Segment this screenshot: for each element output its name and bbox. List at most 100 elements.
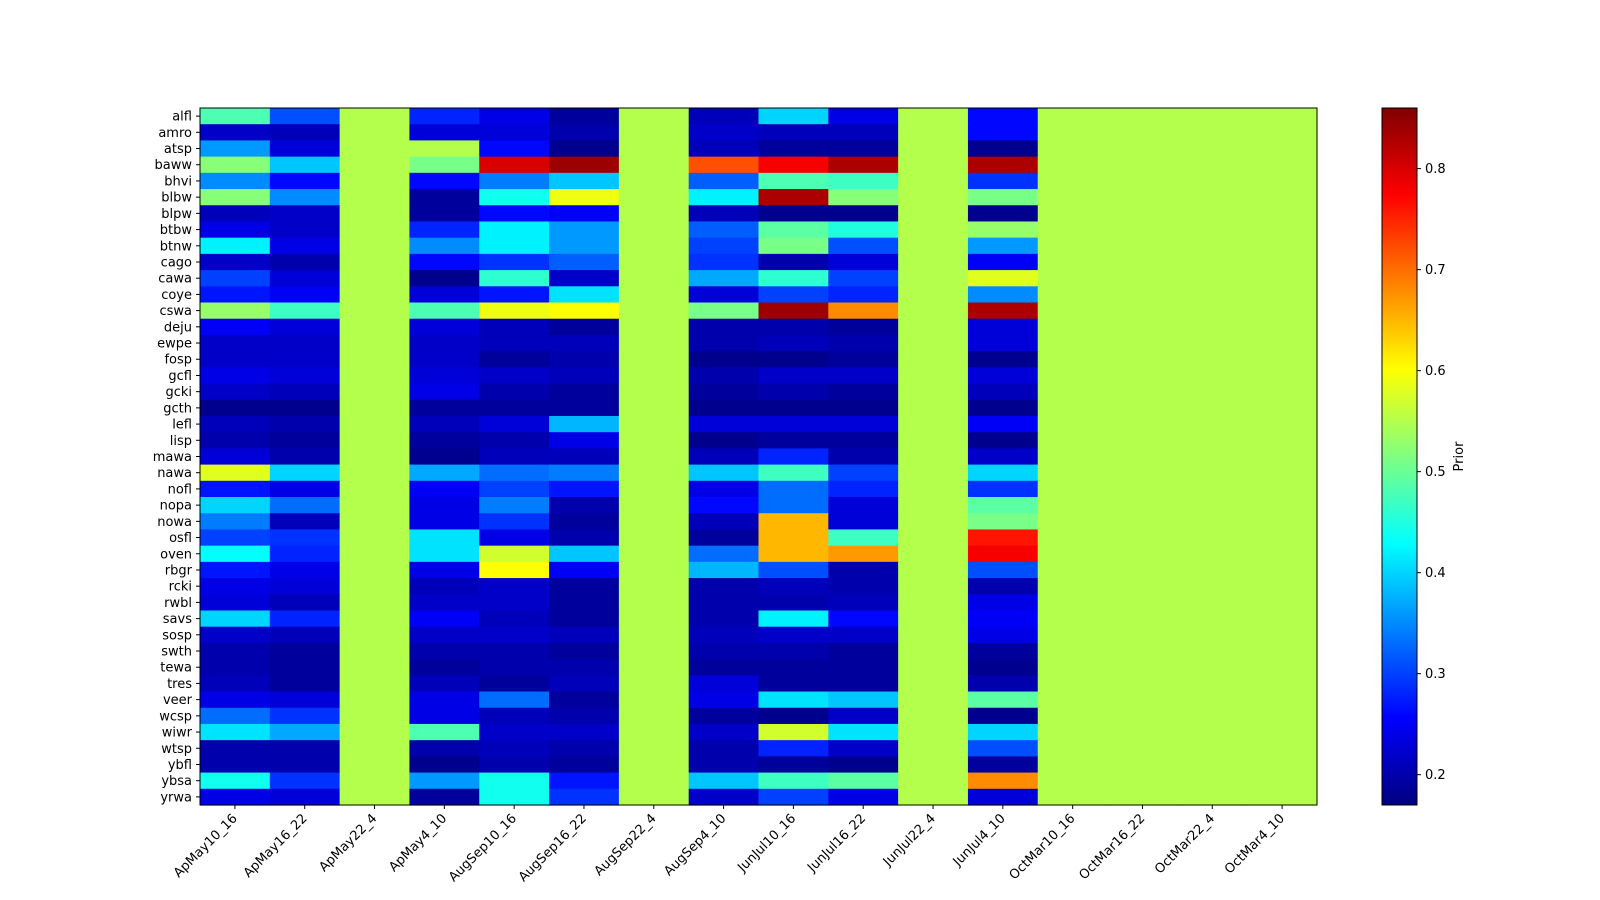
heatmap-cell <box>479 480 550 498</box>
heatmap-cell <box>549 156 620 174</box>
heatmap-cell <box>967 659 1039 676</box>
heatmap-cell <box>1037 480 1109 498</box>
heatmap-cell <box>1107 594 1178 612</box>
heatmap-cell <box>479 513 550 531</box>
heatmap-cell <box>758 756 829 774</box>
heatmap-cell <box>479 610 550 628</box>
heatmap-cell <box>898 610 969 628</box>
heatmap-cell <box>409 415 480 433</box>
heatmap-cell <box>269 756 341 774</box>
heatmap-cell <box>1037 707 1109 725</box>
heatmap-cell <box>967 270 1039 287</box>
heatmap-cell <box>479 302 550 320</box>
heatmap-cell <box>758 140 829 158</box>
heatmap-cell <box>967 723 1039 741</box>
heatmap-cell <box>967 318 1039 336</box>
heatmap-cell <box>1037 124 1109 142</box>
heatmap-cell <box>479 318 550 336</box>
x-tick-label: OctMar22_4 <box>1152 811 1218 877</box>
heatmap-cell <box>828 140 899 158</box>
heatmap-cell <box>618 253 690 271</box>
y-tick-label: mawa <box>153 450 192 465</box>
heatmap-cell <box>1107 351 1178 368</box>
heatmap-cell <box>1107 497 1178 514</box>
heatmap-cell <box>409 334 480 352</box>
heatmap-cell <box>688 610 760 628</box>
heatmap-cell <box>339 675 411 693</box>
x-tick-label: OctMar10_16 <box>1007 811 1079 883</box>
heatmap-cell <box>618 529 690 547</box>
heatmap-cell <box>200 383 271 401</box>
heatmap-cell <box>688 140 760 158</box>
heatmap-cell <box>339 626 411 644</box>
y-tick-label: ewpe <box>157 337 192 352</box>
heatmap-cell <box>549 448 620 466</box>
heatmap-cell <box>688 237 760 255</box>
heatmap-cell <box>688 545 760 563</box>
heatmap-cell <box>339 772 411 790</box>
heatmap-cell <box>967 788 1039 806</box>
heatmap-cell <box>200 464 271 482</box>
heatmap-cell <box>688 270 760 287</box>
heatmap-cell <box>618 318 690 336</box>
heatmap-cell <box>967 691 1039 709</box>
heatmap-cell <box>200 205 271 223</box>
heatmap-cell <box>200 318 271 336</box>
heatmap-cell <box>339 561 411 579</box>
heatmap-cell <box>409 189 480 206</box>
y-tick-label: coye <box>161 288 192 303</box>
heatmap-cell <box>479 124 550 142</box>
heatmap-cell <box>200 156 271 174</box>
y-tick-label: blbw <box>161 191 192 206</box>
heatmap-cell <box>967 497 1039 514</box>
heatmap-cell <box>409 172 480 190</box>
heatmap-cell <box>828 383 899 401</box>
heatmap-cell <box>1177 383 1248 401</box>
heatmap-cell <box>967 707 1039 725</box>
heatmap-cell <box>409 480 480 498</box>
heatmap-cell <box>828 545 899 563</box>
heatmap-cell <box>1177 756 1248 774</box>
heatmap-cell <box>1107 108 1178 125</box>
heatmap-cell <box>828 740 899 757</box>
heatmap-cell <box>898 351 969 368</box>
heatmap-cell <box>1177 675 1248 693</box>
heatmap-cell <box>1037 756 1109 774</box>
heatmap-cell <box>200 108 271 125</box>
heatmap-cell <box>828 108 899 125</box>
heatmap-cell <box>1037 432 1109 449</box>
heatmap-cell <box>688 480 760 498</box>
heatmap-cell <box>549 237 620 255</box>
heatmap-cell <box>269 140 341 158</box>
heatmap-cell <box>269 659 341 676</box>
heatmap-cell <box>618 205 690 223</box>
heatmap-cell <box>339 448 411 466</box>
heatmap-cell <box>967 626 1039 644</box>
heatmap-cell <box>898 788 969 806</box>
heatmap-cell <box>479 497 550 514</box>
heatmap-cell <box>758 772 829 790</box>
heatmap-cell <box>688 513 760 531</box>
heatmap-cell <box>828 610 899 628</box>
heatmap-cell <box>1037 415 1109 433</box>
heatmap-cell <box>1037 237 1109 255</box>
y-tick-label: gcfl <box>168 369 192 384</box>
heatmap-cell <box>758 513 829 531</box>
heatmap-cell <box>1107 772 1178 790</box>
heatmap-cell <box>1107 415 1178 433</box>
heatmap-cell <box>269 189 341 206</box>
heatmap-cell <box>828 156 899 174</box>
heatmap-cell <box>758 497 829 514</box>
heatmap-cell <box>1037 723 1109 741</box>
y-tick-label: veer <box>163 693 193 708</box>
heatmap-cell <box>898 415 969 433</box>
y-tick-label: wiwr <box>162 726 193 741</box>
heatmap-cell <box>549 594 620 612</box>
heatmap-cell <box>269 334 341 352</box>
heatmap-cell <box>898 140 969 158</box>
heatmap-cell <box>409 140 480 158</box>
heatmap-cell <box>898 432 969 449</box>
heatmap-cell <box>1177 545 1248 563</box>
heatmap-cell <box>618 545 690 563</box>
heatmap-cell <box>269 480 341 498</box>
